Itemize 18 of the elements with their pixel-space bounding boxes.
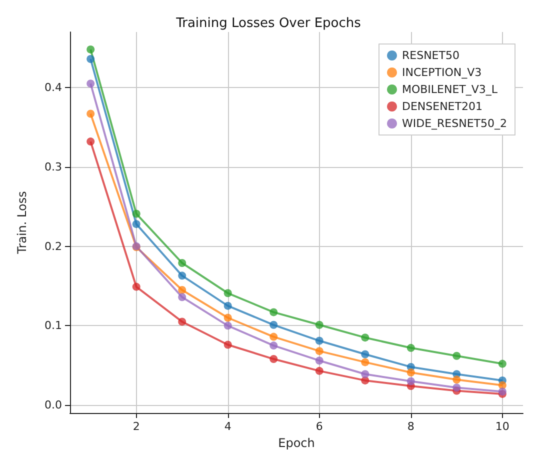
x-tick-label: 2 (132, 420, 140, 433)
legend-label: WIDE_RESNET50_2 (402, 117, 508, 130)
chart-title: Training Losses Over Epochs (175, 16, 362, 31)
y-tick-label: 0.2 (44, 240, 62, 253)
x-axis-title: Epoch (278, 436, 315, 450)
x-tick-label: 6 (316, 420, 323, 433)
y-tick-label: 0.0 (44, 398, 62, 412)
x-tick-label: 10 (495, 420, 510, 433)
y-tick-label: 0.4 (44, 81, 62, 94)
x-tick-label: 8 (407, 420, 414, 433)
legend-label: MOBILENET_V3_L (402, 83, 498, 96)
legend-label: INCEPTION_V3 (402, 66, 482, 79)
x-tick-label: 4 (224, 420, 232, 433)
y-tick-label: 0.3 (44, 160, 62, 174)
legend-label: RESNET50 (402, 49, 460, 62)
y-axis-title: Train. Loss (15, 191, 29, 255)
y-tick-label: 0.1 (44, 319, 62, 332)
legend-label: DENSENET201 (402, 100, 482, 113)
